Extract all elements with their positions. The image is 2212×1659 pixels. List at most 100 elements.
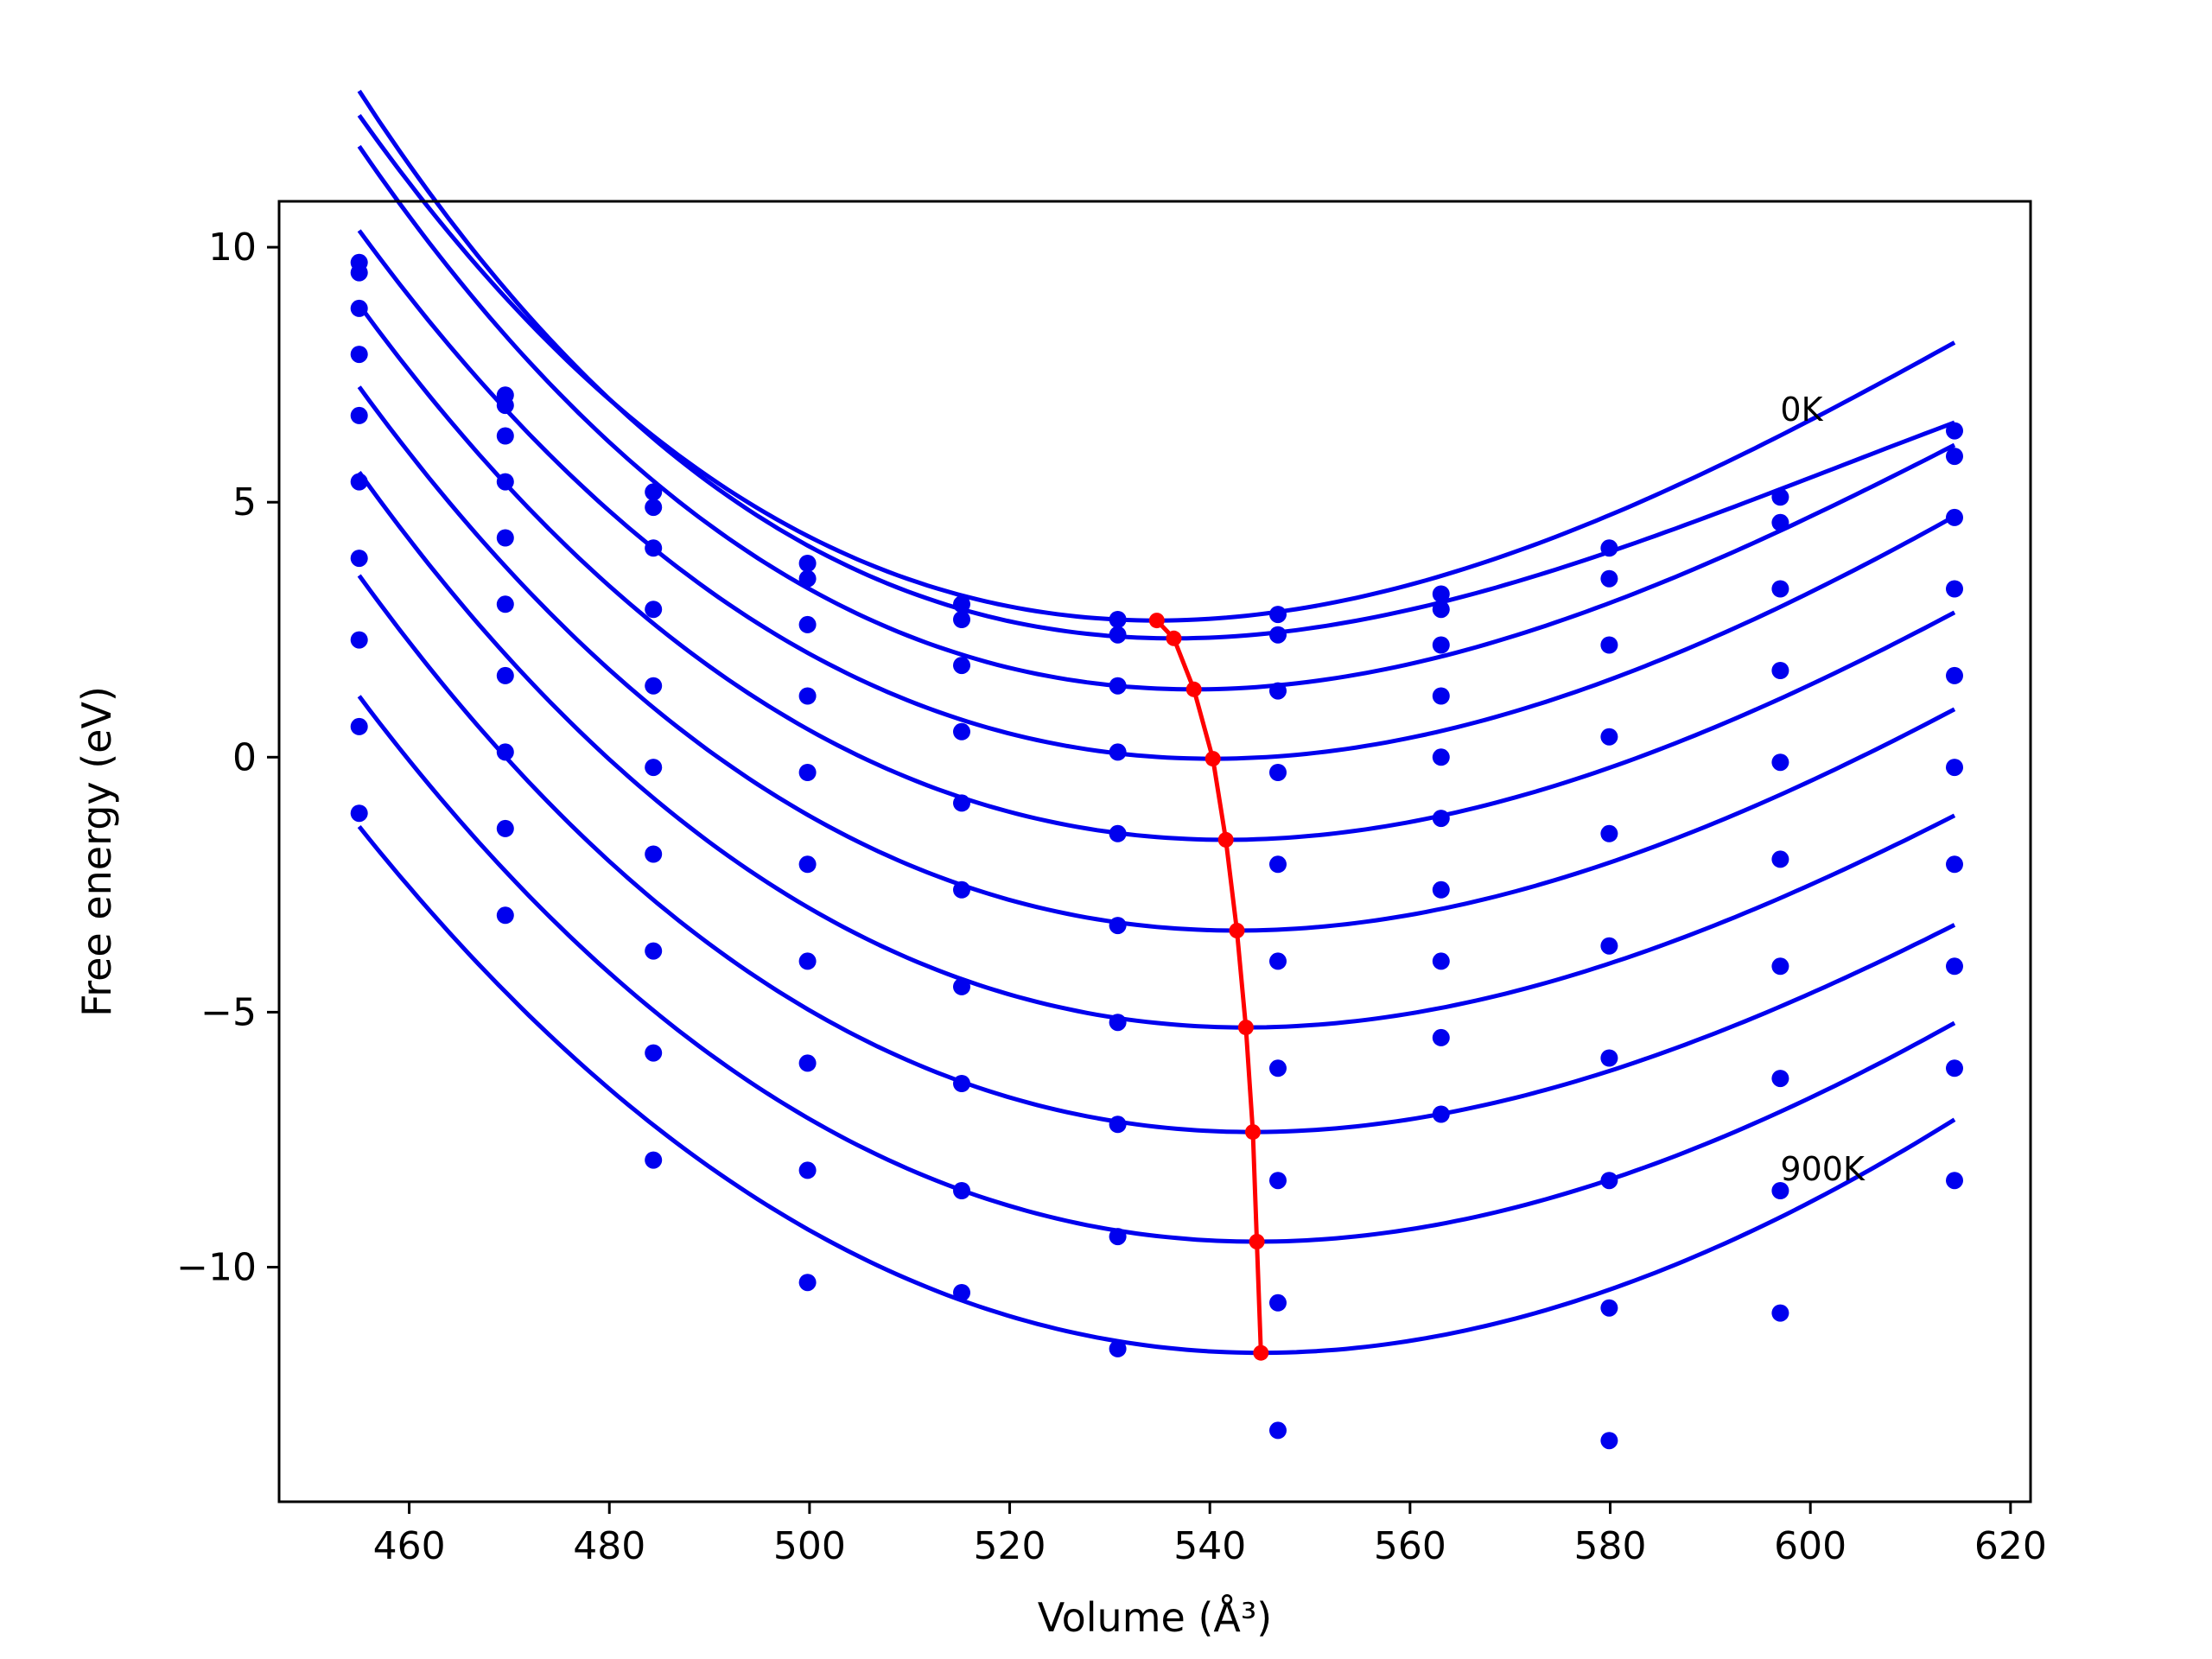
data-point-1-10 [1946, 448, 1963, 466]
data-point-8-4 [953, 1182, 970, 1199]
data-point-7-7 [1432, 952, 1450, 970]
data-point-9-2 [645, 1151, 663, 1169]
x-tick-label-560: 560 [1374, 1524, 1446, 1568]
x-tick-label-600: 600 [1774, 1524, 1847, 1568]
data-point-6-4 [953, 977, 970, 995]
data-point-2-0 [350, 299, 368, 317]
x-tick-label-540: 540 [1173, 1524, 1246, 1568]
x-tick-label-620: 620 [1974, 1524, 2047, 1568]
data-point-8-9 [1771, 1182, 1789, 1199]
data-point-2-10 [1946, 508, 1963, 526]
data-point-8-6 [1269, 1294, 1287, 1312]
y-tick-label-3: −5 [200, 990, 257, 1034]
data-point-2-1 [496, 427, 514, 445]
data-point-0-7 [1432, 585, 1450, 603]
data-point-8-2 [645, 1044, 663, 1062]
data-point-7-2 [645, 942, 663, 960]
data-point-6-8 [1600, 1049, 1618, 1067]
data-point-9-5 [1109, 1339, 1127, 1357]
data-point-0-3 [798, 555, 817, 572]
data-point-5-4 [953, 880, 970, 899]
fit-curve-3 [357, 229, 1956, 761]
data-point-4-8 [1600, 824, 1618, 842]
minimum-point-8 [1249, 1234, 1265, 1249]
data-point-3-7 [1432, 687, 1450, 705]
data-point-5-10 [1946, 759, 1963, 777]
data-point-1-1 [496, 397, 514, 415]
data-point-4-5 [1109, 824, 1127, 842]
data-point-0-4 [953, 595, 970, 613]
minimum-point-4 [1217, 831, 1234, 848]
data-point-5-5 [1109, 917, 1127, 935]
data-point-5-8 [1600, 937, 1618, 955]
y-axis: 10 5 0 −5 −10 [176, 226, 279, 1290]
data-point-0-9 [1771, 488, 1789, 506]
annotation-900k: 900K [1780, 1150, 1866, 1188]
fit-curve-6 [357, 471, 1956, 1030]
data-point-0-10 [1946, 422, 1963, 440]
data-point-5-2 [645, 759, 663, 777]
y-axis-label: Free energy (eV) [73, 686, 120, 1017]
minimum-point-0 [1148, 613, 1165, 629]
data-point-3-9 [1771, 662, 1789, 679]
data-point-2-5 [1109, 677, 1127, 695]
data-point-9-3 [798, 1274, 817, 1292]
data-point-4-3 [798, 764, 817, 781]
fit-curve-7 [357, 574, 1956, 1135]
data-point-2-9 [1771, 580, 1789, 598]
fit-curve-1 [357, 89, 1955, 641]
data-point-2-6 [1269, 682, 1287, 700]
y-tick-label-4: −10 [176, 1246, 257, 1290]
data-point-4-6 [1269, 855, 1287, 874]
data-point-6-1 [496, 666, 514, 684]
fit-curve-9 [357, 825, 1956, 1356]
fit-curve-4 [357, 303, 1956, 842]
data-point-8-5 [1109, 1228, 1127, 1246]
data-point-1-2 [645, 499, 663, 517]
data-point-6-9 [1771, 957, 1789, 976]
data-point-9-4 [953, 1284, 970, 1301]
data-point-8-10 [1946, 1059, 1963, 1077]
minimum-point-6 [1237, 1020, 1254, 1036]
data-point-1-6 [1269, 626, 1287, 644]
data-point-5-3 [798, 855, 817, 874]
data-point-4-7 [1432, 748, 1450, 766]
x-tick-label-580: 580 [1574, 1524, 1647, 1568]
x-tick-label-480: 480 [573, 1524, 645, 1568]
data-point-3-6 [1269, 764, 1287, 781]
data-point-5-6 [1269, 952, 1287, 970]
data-point-6-7 [1432, 880, 1450, 899]
data-point-7-0 [350, 631, 368, 649]
x-axis-label: Volume (Å³) [1038, 1594, 1273, 1641]
plot-area [350, 89, 1963, 1450]
data-point-5-1 [496, 595, 514, 613]
data-point-0-5 [1109, 611, 1127, 628]
fit-curve-8 [357, 695, 1956, 1244]
data-point-1-8 [1600, 569, 1618, 588]
data-point-7-9 [1771, 1070, 1789, 1088]
data-point-6-5 [1109, 1014, 1127, 1032]
data-point-9-6 [1269, 1421, 1287, 1440]
data-point-1-0 [350, 264, 368, 282]
fit-curve-2 [357, 144, 1956, 692]
minimum-point-3 [1205, 751, 1221, 767]
data-point-4-2 [645, 677, 663, 695]
data-point-6-2 [645, 845, 663, 863]
data-point-2-7 [1432, 636, 1450, 654]
data-point-9-10 [1946, 1172, 1963, 1190]
data-point-1-7 [1432, 601, 1450, 619]
data-point-6-0 [350, 550, 368, 568]
data-point-7-8 [1600, 1172, 1618, 1190]
data-point-7-1 [496, 743, 514, 761]
data-point-0-8 [1600, 539, 1618, 557]
data-point-8-8 [1600, 1299, 1618, 1317]
data-point-3-1 [496, 473, 514, 491]
y-tick-label-1: 5 [232, 480, 257, 524]
data-point-4-1 [496, 529, 514, 547]
data-point-8-1 [496, 819, 514, 837]
data-point-6-6 [1269, 1059, 1287, 1077]
data-point-5-0 [350, 473, 368, 491]
data-point-1-3 [798, 569, 817, 588]
y-tick-label-2: 0 [232, 735, 257, 779]
data-point-7-3 [798, 1054, 817, 1072]
